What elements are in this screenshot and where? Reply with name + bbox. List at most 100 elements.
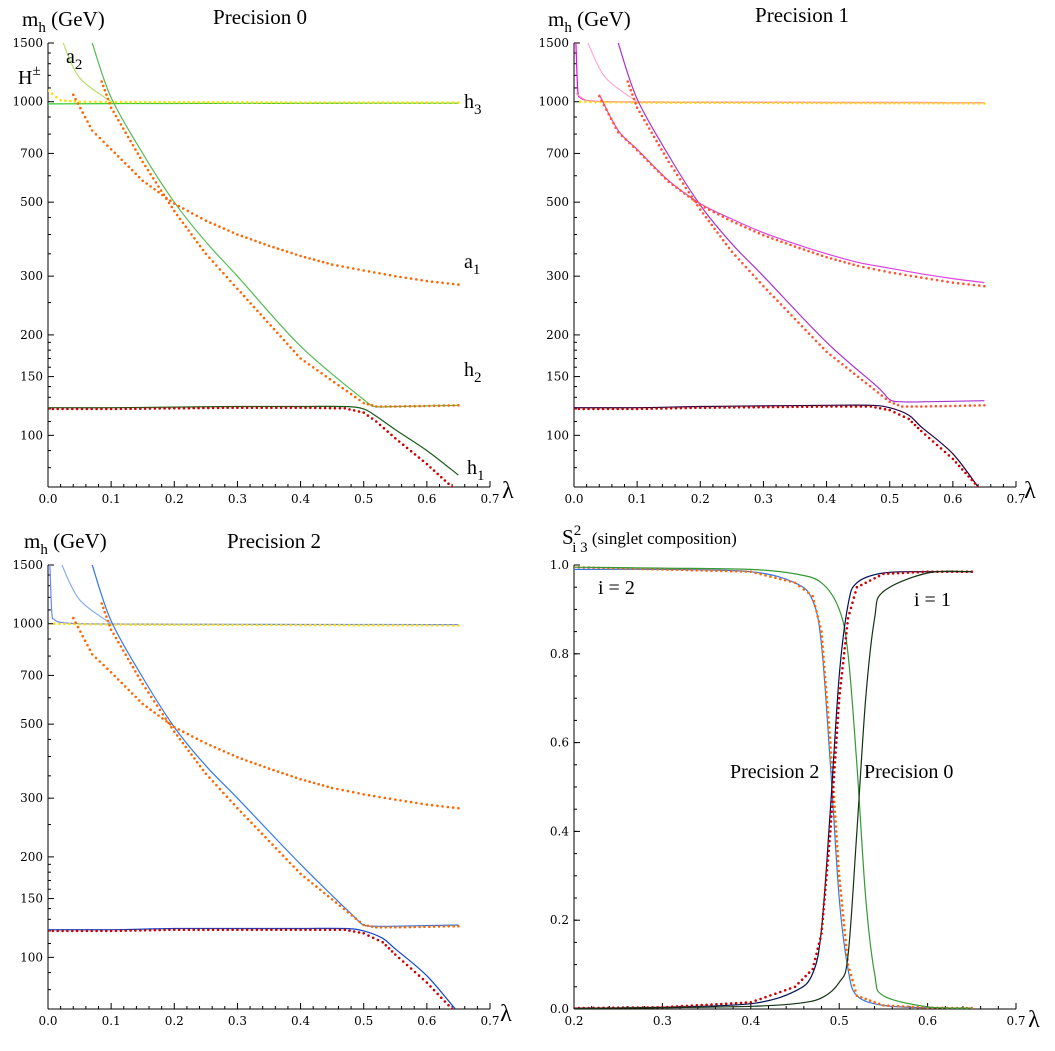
data-point (226, 928, 229, 931)
data-point (914, 275, 918, 279)
data-point (912, 102, 916, 105)
data-point (169, 722, 172, 726)
data-point (226, 406, 229, 410)
data-point (75, 407, 79, 411)
data-point (882, 1004, 885, 1007)
data-point (804, 974, 807, 978)
data-point (774, 992, 777, 995)
data-point (457, 924, 460, 928)
data-point (820, 405, 823, 408)
data-point (80, 407, 84, 411)
data-point (845, 627, 849, 630)
data-point (437, 404, 441, 408)
data-point (835, 844, 839, 848)
data-point (124, 623, 127, 626)
data-point (767, 101, 770, 105)
curve-label-2: h3 (464, 91, 482, 118)
data-point (626, 80, 629, 83)
data-point (734, 570, 738, 573)
data-point (313, 623, 317, 627)
data-point (716, 231, 719, 234)
data-point (873, 577, 876, 580)
data-point (710, 569, 713, 572)
data-point (318, 101, 322, 104)
data-point (81, 634, 84, 638)
data-point (837, 864, 840, 868)
series-line-0 (575, 42, 985, 104)
y-tick-label: 0.0 (550, 1002, 569, 1016)
data-point (701, 212, 705, 215)
x-tick-label: 0.6 (417, 492, 436, 506)
x-axis-label: λ (500, 1001, 512, 1027)
data-point (769, 575, 772, 578)
data-point (320, 372, 323, 375)
data-point (582, 407, 585, 411)
data-point (53, 622, 56, 625)
data-point (229, 279, 232, 283)
data-point (161, 717, 164, 720)
data-point (703, 206, 707, 209)
data-point (326, 894, 330, 898)
data-point (113, 674, 116, 678)
data-point (294, 406, 298, 410)
data-point (643, 118, 646, 122)
data-point (260, 928, 264, 931)
data-point (405, 963, 409, 967)
data-point (137, 175, 141, 179)
data-point (834, 825, 838, 828)
data-point (143, 623, 147, 626)
data-point (109, 929, 113, 933)
data-point (446, 805, 450, 809)
data-point (972, 283, 976, 287)
data-point (279, 101, 283, 104)
data-point (347, 623, 351, 627)
data-point (367, 101, 370, 104)
data-point (116, 155, 120, 158)
data-point (849, 606, 853, 610)
data-point (88, 623, 92, 626)
data-point (284, 623, 288, 627)
panel-singlet-composition: 0.2 0.3 0.4 0.5 0.6 0.70.00.20.40.60.81.0S2 i … (550, 523, 1040, 1033)
data-point (846, 617, 850, 620)
data-point (600, 99, 603, 102)
x-tick-label: 0.7 (480, 1014, 499, 1028)
data-point (825, 350, 828, 354)
data-point (436, 624, 439, 627)
data-point (375, 405, 378, 408)
data-point (383, 796, 387, 800)
data-point (236, 101, 239, 104)
data-point (973, 404, 976, 407)
data-point (833, 766, 836, 769)
data-point (833, 356, 836, 360)
data-point (767, 405, 770, 409)
data-point (276, 331, 279, 335)
data-point (158, 708, 162, 712)
data-point (295, 868, 299, 872)
data-point (793, 317, 797, 321)
data-point (130, 168, 134, 172)
data-point (842, 923, 846, 927)
data-point (173, 725, 176, 729)
data-point (371, 936, 375, 940)
data-point (104, 623, 108, 626)
curve-label-4-main: h (464, 359, 474, 381)
data-point (290, 774, 293, 778)
data-point (250, 406, 254, 410)
data-point (909, 274, 913, 278)
data-point (689, 406, 692, 410)
data-point (457, 283, 460, 286)
data-point (896, 1004, 900, 1008)
data-point (822, 907, 825, 911)
data-point (131, 665, 135, 669)
data-point (182, 730, 185, 733)
data-point (783, 579, 787, 582)
data-point (209, 744, 212, 747)
data-point (829, 820, 833, 823)
curve-label-2-main: Precision 2 (730, 761, 819, 783)
data-point (240, 234, 244, 238)
data-point (816, 252, 819, 256)
data-point (646, 159, 649, 163)
data-point (182, 928, 186, 931)
data-point (786, 405, 789, 409)
data-point (425, 462, 429, 466)
